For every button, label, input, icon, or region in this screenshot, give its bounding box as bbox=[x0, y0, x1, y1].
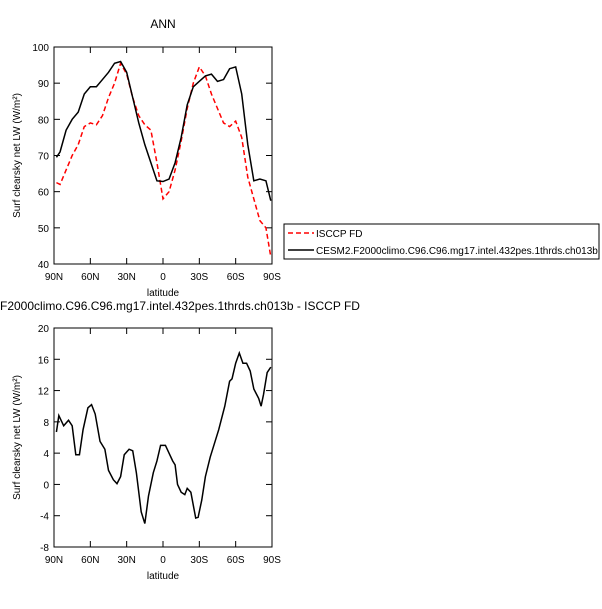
y-tick-label: 70 bbox=[38, 152, 50, 163]
legend-label: CESM2.F2000climo.C96.C96.mg17.intel.432p… bbox=[316, 246, 598, 257]
x-tick-label: 90S bbox=[263, 555, 281, 566]
x-tick-label: 30N bbox=[117, 272, 135, 283]
y-tick-label: 40 bbox=[38, 260, 50, 271]
x-tick-label: 60S bbox=[227, 272, 245, 283]
plot-frame bbox=[53, 327, 273, 548]
series-line bbox=[55, 60, 272, 201]
x-axis-label: latitude bbox=[147, 288, 180, 299]
x-tick-label: 60S bbox=[227, 555, 245, 566]
x-tick-label: 90N bbox=[45, 272, 63, 283]
x-axis-label: latitude bbox=[147, 571, 180, 582]
x-tick-label: 60N bbox=[81, 272, 99, 283]
y-tick-label: -4 bbox=[40, 512, 49, 523]
chart-title: F2000climo.C96.C96.mg17.intel.432pes.1th… bbox=[0, 299, 360, 313]
x-tick-label: 90S bbox=[263, 272, 281, 283]
y-tick-label: 20 bbox=[38, 324, 50, 335]
y-tick-label: 8 bbox=[43, 418, 49, 429]
legend-label: ISCCP FD bbox=[316, 229, 363, 240]
y-tick-label: -8 bbox=[40, 543, 49, 554]
x-tick-label: 60N bbox=[81, 555, 99, 566]
y-tick-label: 50 bbox=[38, 224, 50, 235]
x-tick-label: 0 bbox=[160, 272, 166, 283]
y-tick-label: 16 bbox=[38, 355, 50, 366]
y-tick-label: 4 bbox=[43, 449, 49, 460]
x-tick-label: 30S bbox=[190, 555, 208, 566]
y-tick-label: 80 bbox=[38, 115, 50, 126]
x-tick-label: 0 bbox=[160, 555, 166, 566]
y-tick-label: 0 bbox=[43, 480, 49, 491]
y-axis-label: Surf clearsky net LW (W/m²) bbox=[12, 375, 23, 500]
y-tick-label: 60 bbox=[38, 188, 50, 199]
chart-title: ANN bbox=[150, 17, 175, 31]
y-tick-label: 12 bbox=[38, 387, 50, 398]
series-line bbox=[56, 61, 272, 257]
y-tick-label: 100 bbox=[32, 43, 49, 54]
y-axis-label: Surf clearsky net LW (W/m²) bbox=[12, 93, 23, 218]
x-tick-label: 90N bbox=[45, 555, 63, 566]
x-tick-label: 30N bbox=[117, 555, 135, 566]
plot-frame bbox=[53, 46, 273, 265]
legend-box bbox=[283, 223, 600, 260]
series-line bbox=[55, 350, 272, 524]
y-tick-label: 90 bbox=[38, 79, 50, 90]
x-tick-label: 30S bbox=[190, 272, 208, 283]
